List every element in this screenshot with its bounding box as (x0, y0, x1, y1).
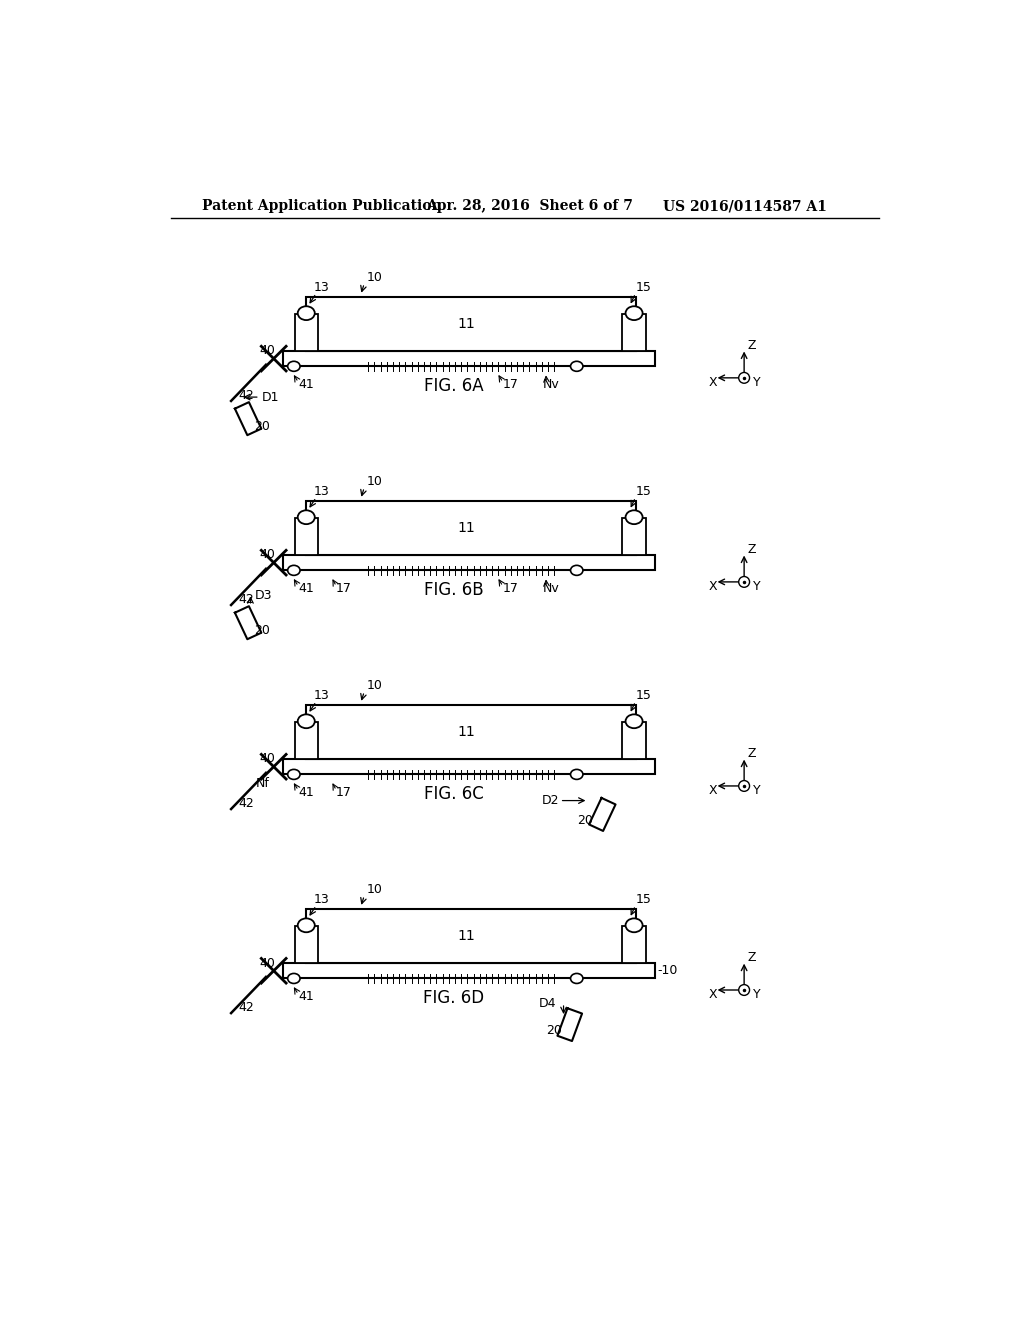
Text: FIG. 6B: FIG. 6B (424, 581, 483, 598)
Text: Patent Application Publication: Patent Application Publication (202, 199, 441, 213)
Text: 13: 13 (314, 689, 330, 702)
Bar (623, 314, 646, 351)
Ellipse shape (288, 362, 300, 371)
Text: Apr. 28, 2016  Sheet 6 of 7: Apr. 28, 2016 Sheet 6 of 7 (426, 199, 633, 213)
Ellipse shape (298, 714, 314, 729)
Ellipse shape (288, 973, 300, 983)
Text: Nv: Nv (543, 582, 559, 595)
Text: D1: D1 (262, 391, 280, 404)
Text: FIG. 6C: FIG. 6C (424, 784, 483, 803)
Text: 42: 42 (239, 389, 255, 403)
Ellipse shape (626, 511, 643, 524)
Text: 40: 40 (260, 345, 275, 358)
Bar (623, 927, 646, 964)
Text: Nf: Nf (256, 777, 269, 791)
Text: Y: Y (754, 376, 761, 389)
Text: 17: 17 (503, 379, 518, 391)
Text: D4: D4 (539, 998, 556, 1010)
Text: 10: 10 (367, 680, 383, 693)
Text: 40: 40 (260, 548, 275, 561)
Text: X: X (709, 784, 717, 797)
Ellipse shape (288, 565, 300, 576)
Text: 15: 15 (636, 689, 651, 702)
Ellipse shape (298, 919, 314, 932)
Ellipse shape (570, 973, 583, 983)
Text: 42: 42 (239, 593, 255, 606)
Text: US 2016/0114587 A1: US 2016/0114587 A1 (663, 199, 826, 213)
Bar (295, 517, 317, 554)
Text: 40: 40 (260, 957, 275, 970)
Text: Y: Y (754, 989, 761, 1001)
Text: Z: Z (748, 339, 756, 352)
Circle shape (738, 985, 750, 995)
Ellipse shape (570, 770, 583, 779)
Circle shape (738, 372, 750, 383)
Text: Y: Y (754, 579, 761, 593)
Ellipse shape (570, 565, 583, 576)
Text: 41: 41 (299, 379, 314, 391)
Text: 17: 17 (503, 582, 518, 595)
Text: X: X (709, 376, 717, 389)
Text: Y: Y (754, 784, 761, 797)
Ellipse shape (288, 770, 300, 779)
Bar (306, 297, 636, 351)
Text: 20: 20 (578, 814, 593, 828)
Bar (306, 502, 636, 554)
Ellipse shape (626, 919, 643, 932)
Bar (295, 314, 317, 351)
Text: Z: Z (748, 543, 756, 556)
Bar (283, 759, 655, 775)
Text: 10: 10 (367, 475, 383, 488)
Ellipse shape (298, 306, 314, 321)
Text: 20: 20 (547, 1024, 562, 1038)
Bar (283, 554, 655, 570)
Ellipse shape (570, 362, 583, 371)
Text: Nv: Nv (543, 379, 559, 391)
Circle shape (738, 577, 750, 587)
Text: -10: -10 (657, 964, 678, 977)
Text: 10: 10 (367, 271, 383, 284)
Bar (295, 722, 317, 759)
Bar (295, 927, 317, 964)
Text: FIG. 6D: FIG. 6D (423, 989, 484, 1007)
Text: D3: D3 (254, 589, 271, 602)
Text: 10: 10 (367, 883, 383, 896)
Text: 15: 15 (636, 894, 651, 907)
Text: X: X (709, 989, 717, 1001)
Text: 17: 17 (336, 787, 351, 800)
Ellipse shape (626, 306, 643, 321)
Bar (283, 964, 655, 978)
Text: 41: 41 (299, 582, 314, 595)
Text: D2: D2 (542, 795, 559, 807)
Text: 42: 42 (239, 797, 255, 810)
Text: Z: Z (748, 952, 756, 964)
Text: 11: 11 (458, 317, 475, 331)
Text: Z: Z (748, 747, 756, 760)
Text: 20: 20 (254, 420, 270, 433)
Text: 15: 15 (636, 281, 651, 294)
Text: 13: 13 (314, 486, 330, 499)
Bar (623, 722, 646, 759)
Text: 11: 11 (458, 521, 475, 535)
Bar (306, 909, 636, 964)
Text: 15: 15 (636, 486, 651, 499)
Bar (283, 351, 655, 367)
Text: 11: 11 (458, 725, 475, 739)
Text: 13: 13 (314, 894, 330, 907)
Bar (623, 517, 646, 554)
Circle shape (738, 780, 750, 792)
Ellipse shape (626, 714, 643, 729)
Text: 41: 41 (299, 787, 314, 800)
Text: X: X (709, 579, 717, 593)
Ellipse shape (298, 511, 314, 524)
Text: 11: 11 (458, 929, 475, 942)
Text: 42: 42 (239, 1001, 255, 1014)
Text: 41: 41 (299, 990, 314, 1003)
Text: FIG. 6A: FIG. 6A (424, 376, 483, 395)
Text: 40: 40 (260, 752, 275, 766)
Text: 17: 17 (336, 582, 351, 595)
Text: 13: 13 (314, 281, 330, 294)
Text: 20: 20 (254, 624, 270, 638)
Bar (306, 705, 636, 759)
